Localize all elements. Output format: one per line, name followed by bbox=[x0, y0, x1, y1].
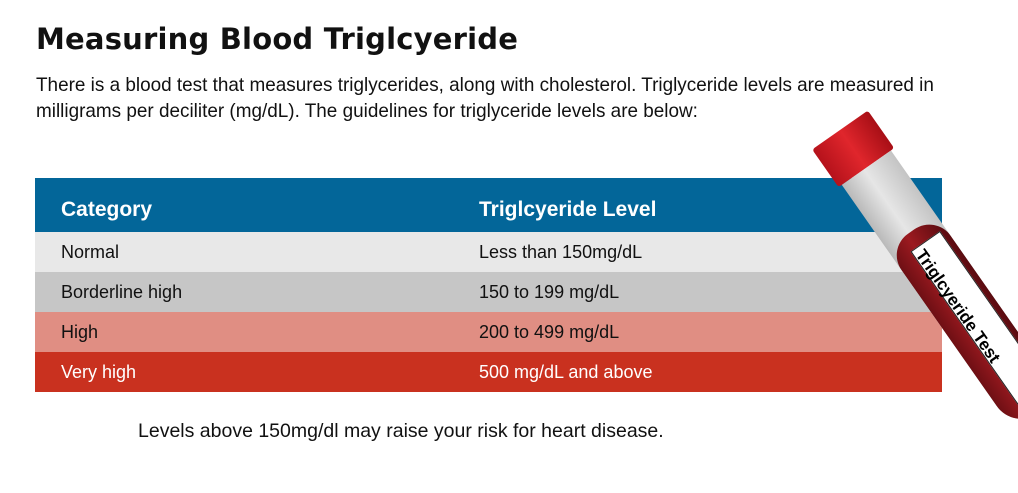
level-cell: 200 to 499 mg/dL bbox=[479, 321, 620, 342]
category-cell: Very high bbox=[61, 361, 137, 382]
table-row: Normal Less than 150mg/dL bbox=[35, 232, 942, 272]
table-row: High 200 to 499 mg/dL bbox=[35, 312, 942, 352]
triglyceride-table: Category Triglcyeride Level Normal Less … bbox=[35, 178, 942, 392]
header-category: Category bbox=[61, 198, 153, 221]
table-row: Very high 500 mg/dL and above bbox=[35, 352, 942, 392]
category-cell: Borderline high bbox=[61, 281, 183, 302]
table-row: Borderline high 150 to 199 mg/dL bbox=[35, 272, 942, 312]
risk-note: Levels above 150mg/dl may raise your ris… bbox=[138, 420, 664, 442]
level-cell: Less than 150mg/dL bbox=[479, 241, 643, 262]
level-cell: 150 to 199 mg/dL bbox=[479, 281, 620, 302]
category-cell: High bbox=[61, 321, 99, 342]
level-cell: 500 mg/dL and above bbox=[479, 361, 653, 382]
header-level: Triglcyeride Level bbox=[479, 198, 657, 221]
intro-paragraph: There is a blood test that measures trig… bbox=[36, 74, 934, 122]
page-title: Measuring Blood Triglcyeride bbox=[36, 22, 519, 56]
category-cell: Normal bbox=[61, 241, 120, 262]
table-header-row: Category Triglcyeride Level bbox=[35, 178, 942, 232]
